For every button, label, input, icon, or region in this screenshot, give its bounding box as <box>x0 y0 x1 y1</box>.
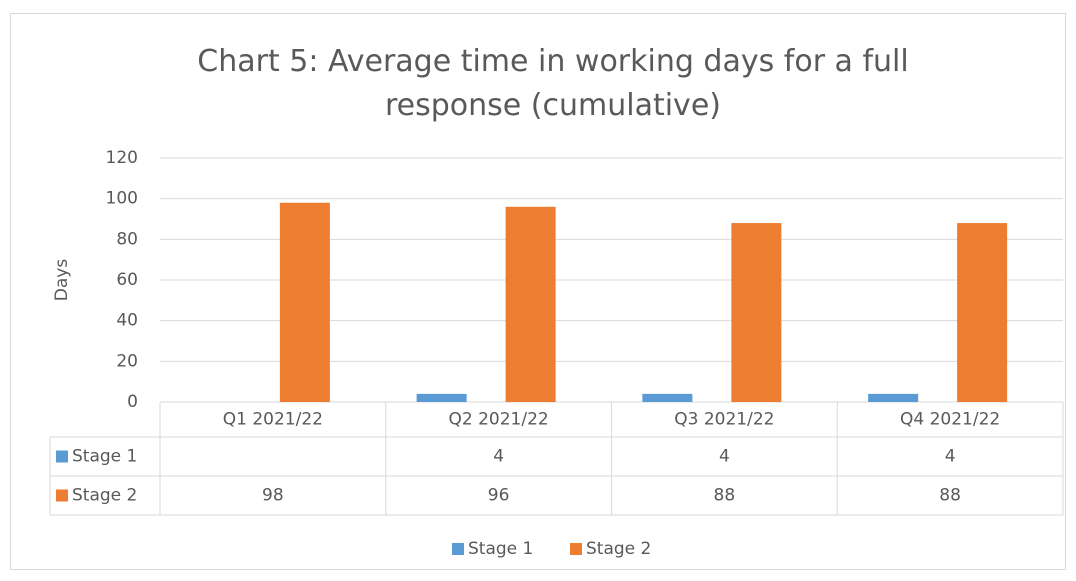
table-value: 4 <box>719 447 730 467</box>
bar <box>868 393 919 402</box>
table-value: 96 <box>488 486 510 506</box>
x-tick-label: Q4 2021/22 <box>900 410 1000 430</box>
legend-label: Stage 1 <box>468 539 533 559</box>
bar <box>279 202 330 402</box>
bar <box>505 206 556 402</box>
y-tick-label: 0 <box>127 392 138 412</box>
y-tick-label: 20 <box>116 351 138 371</box>
x-tick-label: Q3 2021/22 <box>674 410 774 430</box>
x-tick-label: Q1 2021/22 <box>223 410 323 430</box>
y-tick-label: 60 <box>116 270 138 290</box>
bar <box>642 393 693 402</box>
table-value: 88 <box>714 486 736 506</box>
legend-label: Stage 2 <box>586 539 651 559</box>
y-tick-label: 100 <box>106 189 138 209</box>
bar <box>731 223 782 402</box>
table-key <box>56 450 68 463</box>
legend-key <box>452 543 464 555</box>
legend-key <box>570 543 582 555</box>
y-axis-label: Days <box>52 259 72 302</box>
table-value: 4 <box>493 447 504 467</box>
y-tick-label: 80 <box>116 229 138 249</box>
x-tick-label: Q2 2021/22 <box>449 410 549 430</box>
table-row-label: Stage 2 <box>72 486 137 506</box>
bar <box>416 393 467 402</box>
y-tick-label: 120 <box>106 148 138 168</box>
table-value: 98 <box>262 486 284 506</box>
table-value: 88 <box>939 486 961 506</box>
chart-title: Chart 5: Average time in working days fo… <box>197 44 909 123</box>
bar <box>957 223 1008 402</box>
table-value: 4 <box>945 447 956 467</box>
y-tick-label: 40 <box>116 311 138 331</box>
table-key <box>56 489 68 502</box>
table-row-label: Stage 1 <box>72 447 137 467</box>
